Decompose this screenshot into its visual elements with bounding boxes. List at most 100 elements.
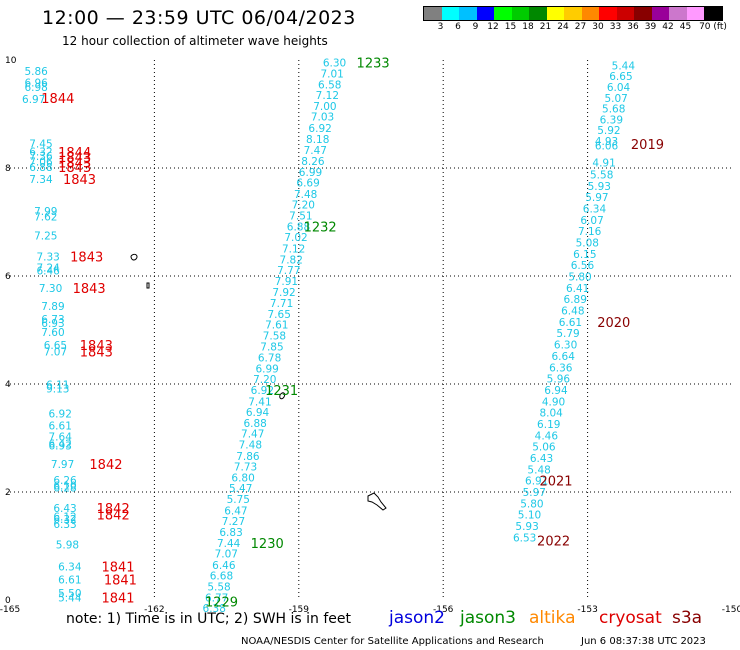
satellite-s3a: s3a [672,608,703,628]
wave-height-value: 6.94 [246,407,270,419]
wave-height-value: 6.36 [549,362,573,374]
wave-height-value: 7.12 [316,90,339,102]
wave-height-value: 6.46 [36,266,60,278]
wave-height-value: 7.01 [320,69,343,81]
wave-height-value: 6.53 [513,532,536,544]
wave-height-value: 7.44 [217,538,241,550]
legend-swatch [529,7,547,20]
legend-swatch [564,7,582,20]
legend-swatch [441,7,459,20]
color-scale-legend [423,6,723,21]
pass-time-label: 1844 [41,92,74,107]
wave-height-value: 6.06 [595,140,619,152]
wave-height-value: 6.93 [49,441,72,453]
wave-height-value: 6.99 [255,363,278,375]
wave-height-value: 6.77 [205,592,228,604]
wave-height-value: 6.04 [607,82,631,94]
wave-height-value: 7.86 [236,451,260,463]
wave-height-value: 6.98 [24,82,47,94]
x-tick-label: -165 [0,605,20,615]
wave-height-value: 7.20 [292,200,315,212]
legend-tick-label: 21 [539,22,552,32]
island-shape [279,392,286,400]
wave-height-value: 6.94 [544,385,568,397]
wave-height-value: 7.20 [253,374,276,386]
wave-height-value: 5.93 [588,181,611,193]
legend-swatch [704,7,722,20]
wave-height-value: 6.65 [609,71,632,83]
wave-height-value: 7.34 [29,174,53,186]
wave-height-value: 5.68 [602,104,625,116]
wave-height-value: 6.42 [49,438,72,450]
wave-height-value: 5.44 [612,60,636,72]
satellite-jason3: jason3 [460,608,516,628]
pass-time-label: 1843 [58,157,91,172]
wave-height-value: 6.19 [537,419,560,431]
wave-height-value: 9.13 [46,383,69,395]
pass-time-label: 1231 [265,384,298,399]
wave-height-value: 6.92 [251,385,274,397]
pass-time-label: 1843 [70,251,103,266]
wave-height-value: 6.38 [203,603,226,615]
pass-time-label: 1843 [73,282,106,297]
wave-height-value: 6.34 [58,562,82,574]
generated-timestamp: Jun 6 08:37:38 UTC 2023 [581,636,706,647]
wave-height-value: 6.10 [53,481,76,493]
wave-height-value: 6.92 [49,409,72,421]
satellite-jason2: jason2 [389,608,445,628]
wave-height-value: 7.07 [44,347,67,359]
wave-height-value: 7.47 [304,145,327,157]
wave-height-value: 7.45 [29,139,52,151]
x-tick-label: -162 [144,605,164,615]
wave-height-value: 7.48 [239,439,262,451]
wave-height-value: 5.96 [547,374,571,386]
legend-swatch [686,7,704,20]
wave-height-value: 6.93 [41,318,64,330]
x-tick-label: -153 [577,605,597,615]
wave-height-value: 6.11 [46,380,69,392]
wave-height-value: 7.97 [51,459,74,471]
wave-height-value: 6.26 [53,475,77,487]
wave-height-value: 5.79 [556,328,579,340]
wave-height-value: 7.92 [272,287,295,299]
wave-height-value: 6.99 [299,167,322,179]
legend-tick-label: 39 [644,22,657,32]
pass-time-label: 1843 [80,346,113,361]
satellite-altika: altika [529,608,576,628]
wave-height-value: 6.15 [573,249,596,261]
wave-height-value: 7.62 [34,212,57,224]
wave-height-value: 7.00 [313,101,336,113]
legend-tick-label: 9 [472,22,479,32]
wave-height-value: 7.64 [49,431,73,443]
legend-tick-label: 18 [522,22,534,32]
wave-height-value: 6.32 [53,514,76,526]
wave-height-value: 7.02 [284,232,307,244]
wave-height-value: 6.61 [58,574,81,586]
pass-time-label: 2020 [597,316,630,331]
y-tick-label: 8 [5,164,11,174]
pass-time-label: 1843 [58,161,91,176]
wave-height-value: 7.47 [241,429,264,441]
wave-height-value: 7.12 [282,243,305,255]
wave-height-value: 4.46 [535,430,559,442]
satellite-cryosat: cryosat [599,608,662,628]
wave-height-value: 6.58 [318,79,341,91]
wave-height-value: 7.71 [270,298,293,310]
wave-height-value: 4.93 [595,136,618,148]
wave-height-value: 6.89 [564,294,587,306]
pass-time-label: 1841 [101,561,134,576]
legend-swatch [494,7,512,20]
wave-height-value: 7.85 [260,342,283,354]
chart-title: 12:00 — 23:59 UTC 06/04/2023 [42,7,356,29]
wave-height-value: 7.36 [29,151,53,163]
wave-height-value: 6.43 [530,453,553,465]
pass-time-label: 1229 [205,596,238,611]
legend-swatch [459,7,477,20]
wave-height-value: 5.92 [597,125,620,137]
wave-height-value: 7.91 [275,276,298,288]
wave-height-value: 6.83 [219,527,242,539]
pass-time-label: 1232 [304,220,337,235]
pass-time-label: 1843 [80,339,113,354]
wave-height-value: 7.60 [41,327,64,339]
